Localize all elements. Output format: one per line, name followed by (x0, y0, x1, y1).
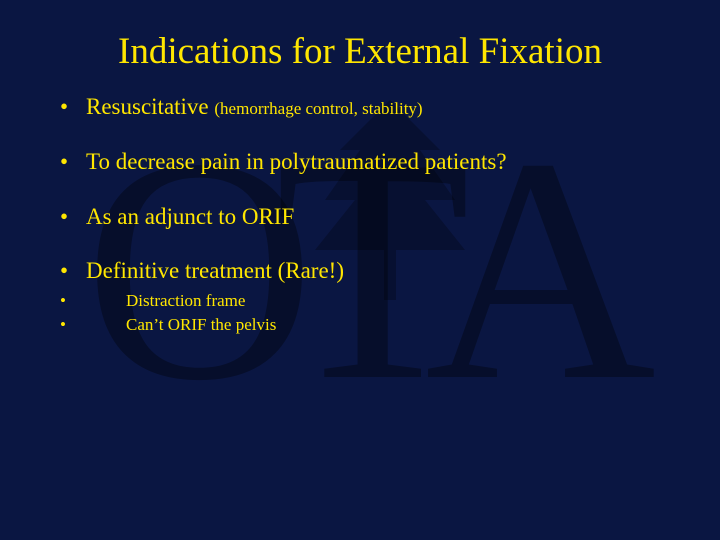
slide: OTA Indications for External Fixation Re… (0, 0, 720, 540)
bullet-text: Resuscitative (86, 94, 214, 119)
sub-bullet-item: Distraction frame (50, 290, 670, 312)
bullet-paren: (hemorrhage control, stability) (214, 99, 422, 118)
bullet-item: Resuscitative (hemorrhage control, stabi… (50, 93, 670, 122)
bullet-item: To decrease pain in polytraumatized pati… (50, 148, 670, 177)
bullet-text: As an adjunct to ORIF (86, 204, 294, 229)
slide-content: Indications for External Fixation Resusc… (0, 0, 720, 540)
bullet-text: To decrease pain in polytraumatized pati… (86, 149, 507, 174)
bullet-text: Definitive treatment (Rare!) (86, 258, 344, 283)
bullet-item: Definitive treatment (Rare!) (50, 257, 670, 286)
sub-bullet-item: Can’t ORIF the pelvis (50, 314, 670, 336)
slide-title: Indications for External Fixation (50, 30, 670, 73)
sub-bullet-list: Distraction frame Can’t ORIF the pelvis (50, 290, 670, 336)
bullet-list: Resuscitative (hemorrhage control, stabi… (50, 93, 670, 286)
bullet-item: As an adjunct to ORIF (50, 203, 670, 232)
